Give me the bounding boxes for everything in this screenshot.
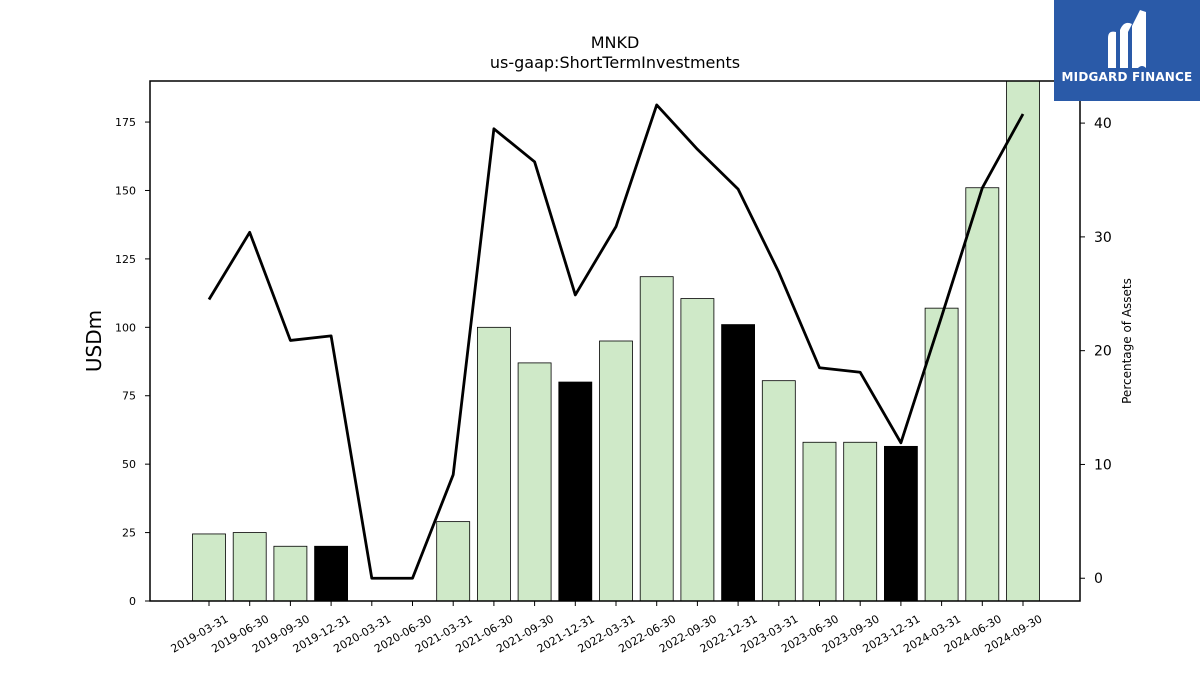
bar (273, 545, 308, 602)
bar (761, 380, 796, 602)
y-tick-label: 0 (129, 595, 136, 608)
bar (517, 362, 552, 602)
bar (843, 441, 878, 602)
line-series (207, 103, 1025, 580)
y2-axis-label: Percentage of Assets (1120, 278, 1134, 404)
brand-logo: MIDGARD FINANCE (1054, 0, 1200, 101)
chart-title: MNKD (591, 33, 640, 52)
chart-subtitle: us-gaap:ShortTermInvestments (490, 53, 740, 72)
percentage-line (207, 103, 1025, 580)
midgard-logo-icon (1108, 10, 1146, 69)
y2-tick-label: 40 (1094, 116, 1112, 132)
bar (314, 545, 349, 602)
bar (558, 381, 593, 602)
brand-name: MIDGARD FINANCE (1061, 70, 1193, 84)
y-tick-label: 75 (122, 390, 136, 403)
y-tick-label: 25 (122, 527, 136, 540)
y2-tick-label: 30 (1094, 230, 1112, 246)
bar (436, 521, 471, 602)
y-tick-label: 100 (115, 321, 136, 334)
y-tick-label: 125 (115, 253, 136, 266)
bar (599, 340, 633, 602)
y-axis-label: USDm (82, 310, 106, 372)
bar-series (192, 80, 1040, 602)
bar (965, 187, 1000, 602)
bar (192, 533, 226, 602)
bar (884, 445, 918, 602)
bar (680, 298, 715, 602)
bar (1006, 80, 1040, 602)
y-tick-label: 150 (115, 184, 136, 197)
y-tick-label: 50 (122, 458, 136, 471)
bar (721, 324, 755, 602)
y2-tick-label: 10 (1094, 457, 1112, 473)
bar (924, 307, 959, 602)
y2-tick-label: 0 (1094, 571, 1103, 587)
bar (639, 276, 674, 602)
bar (232, 532, 267, 602)
y-tick-label: 175 (115, 116, 136, 129)
bar (476, 326, 511, 602)
plot-frame (149, 80, 1081, 602)
y2-tick-label: 20 (1094, 344, 1112, 360)
bar (802, 441, 837, 602)
